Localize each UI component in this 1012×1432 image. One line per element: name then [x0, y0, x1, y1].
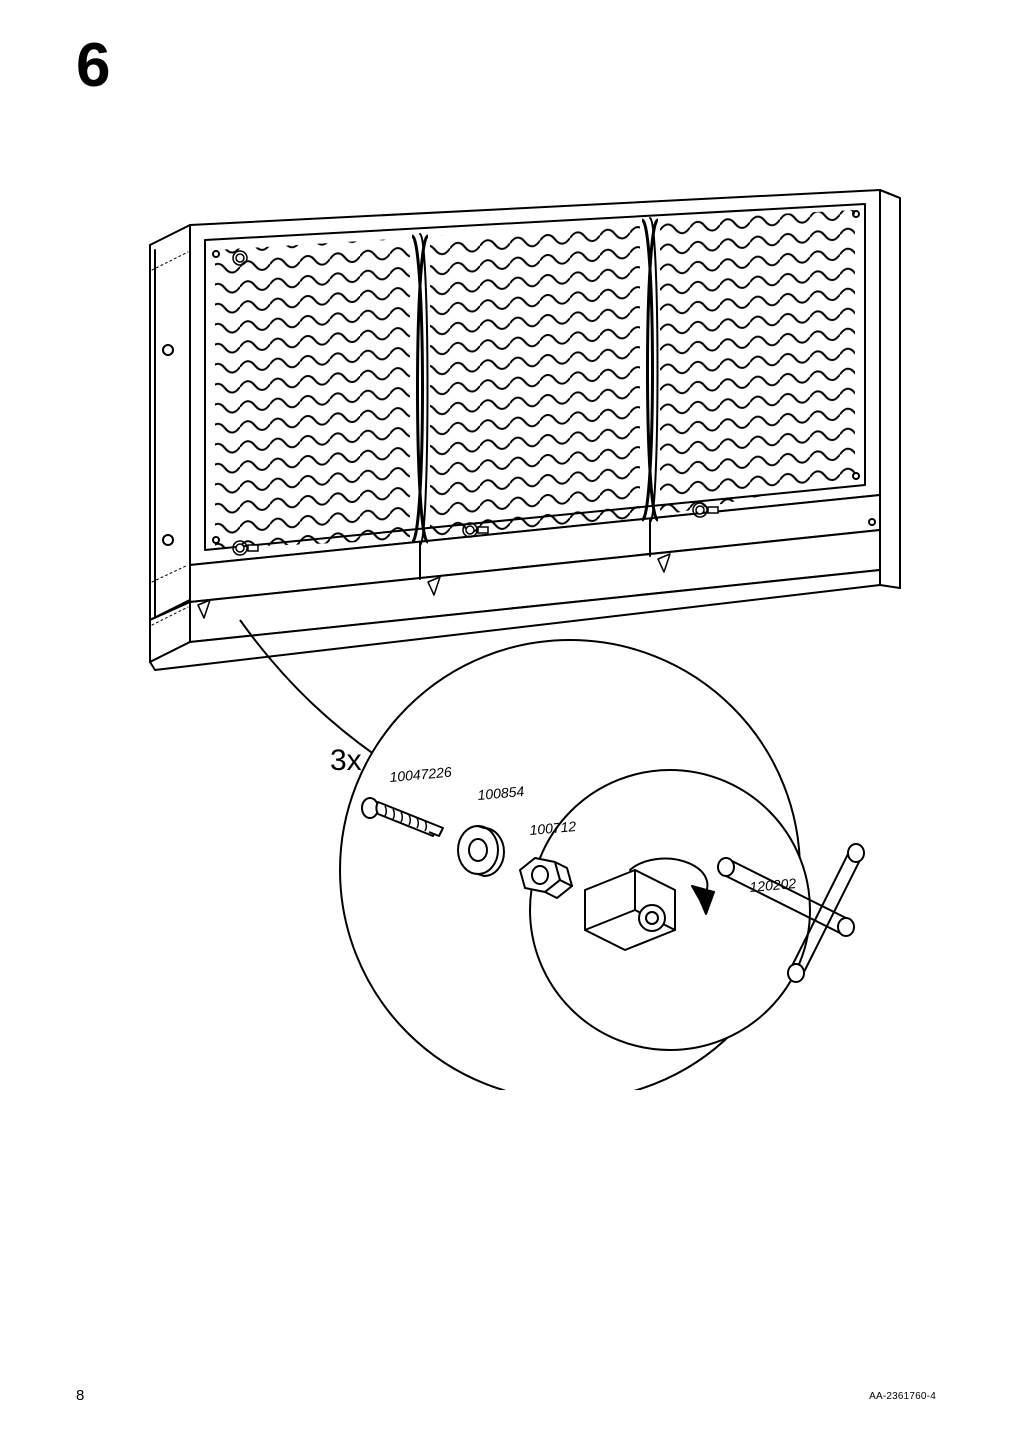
assembly-diagram: 10047226 100854 100712 120202 3x: [90, 170, 920, 1090]
doc-code: AA-2361760-4: [869, 1391, 936, 1402]
step-number: 6: [76, 30, 110, 101]
page-number: 8: [76, 1387, 84, 1404]
qty-svg: 3x: [330, 744, 362, 777]
